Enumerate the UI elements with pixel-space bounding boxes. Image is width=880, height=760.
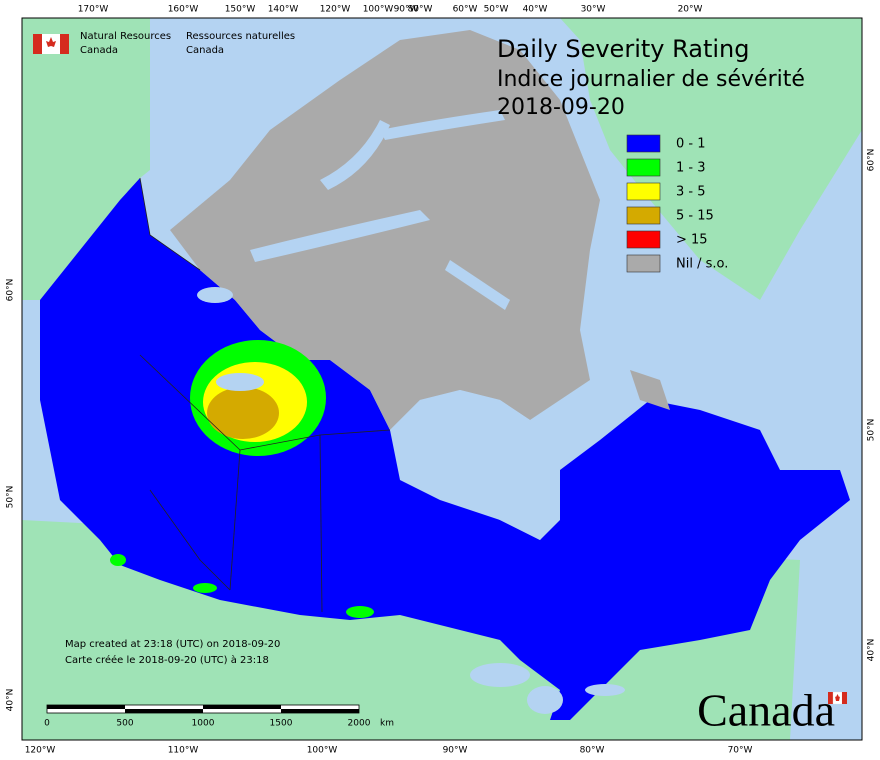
footer-note: Carte créée le 2018-09-20 (UTC) à 23:18: [65, 654, 269, 666]
legend-swatch: [626, 206, 661, 225]
graticule-label: 170°W: [78, 5, 109, 15]
agency-name: Natural Resources: [80, 31, 171, 42]
graticule-label: 60°N: [6, 279, 16, 302]
legend-label: 0 - 1: [676, 137, 706, 152]
subtitle: Indice journalier de sévérité: [497, 67, 805, 92]
great-lakes: [470, 663, 625, 714]
scale-segment: [281, 709, 359, 713]
scale-segment: [203, 705, 281, 709]
graticule-label: 40°N: [867, 639, 877, 662]
legend-label: 3 - 5: [676, 185, 706, 200]
graticule-label: 60°W: [453, 5, 478, 15]
graticule-label: 50°N: [867, 419, 877, 442]
scale-unit: km: [380, 719, 394, 729]
severity-low: [193, 583, 217, 593]
legend-swatch: [626, 254, 661, 273]
date: 2018-09-20: [497, 95, 625, 120]
severity-high: [207, 387, 279, 439]
wordmark: Canada: [697, 685, 835, 736]
agency-logo: [33, 34, 69, 54]
hudson-bay: [390, 390, 560, 540]
graticule-label: 140°W: [268, 5, 299, 15]
scale-label: 0: [44, 719, 50, 729]
labrador-nil: [630, 370, 670, 410]
graticule-label: 40°W: [523, 5, 548, 15]
scale-segment: [47, 705, 125, 709]
legend-label: 5 - 15: [676, 209, 714, 224]
legend-swatch: [626, 134, 661, 153]
agency-name: Canada: [186, 45, 224, 56]
graticule-label: 60°N: [867, 149, 877, 172]
graticule-label: 120°W: [320, 5, 351, 15]
graticule-label: 160°W: [168, 5, 199, 15]
graticule-label: 30°W: [581, 5, 606, 15]
legend-label: > 15: [676, 233, 708, 248]
legend-swatch: [626, 158, 661, 177]
scale-label: 1000: [192, 719, 215, 729]
flag-bar: [33, 34, 42, 54]
footer-note: Map created at 23:18 (UTC) on 2018-09-20: [65, 639, 280, 650]
canada-low: [40, 178, 850, 720]
graticule-label: 110°W: [168, 746, 199, 756]
scale-label: 1500: [270, 719, 293, 729]
graticule-label: 50°W: [484, 5, 509, 15]
graticule-label: 90°W: [443, 746, 468, 756]
borders: [139, 177, 391, 613]
scale-bar: [46, 704, 360, 714]
legend-swatch: [626, 182, 661, 201]
graticule-label: 40°N: [6, 689, 16, 712]
severity-low: [346, 606, 374, 618]
graticule-label: 100°W: [363, 5, 394, 15]
graticule-label: 80°W: [408, 5, 433, 15]
graticule-label: 150°W: [225, 5, 256, 15]
agency-name: Canada: [80, 45, 118, 56]
title: Daily Severity Rating: [497, 35, 749, 63]
flag-bar: [60, 34, 69, 54]
severity-low: [110, 554, 126, 566]
legend-label: Nil / s.o.: [676, 257, 728, 272]
scale-label: 2000: [348, 719, 371, 729]
graticule-label: 20°W: [678, 5, 703, 15]
arctic-channels: [197, 110, 510, 310]
graticule-label: 100°W: [307, 746, 338, 756]
frame-border: [21, 17, 863, 741]
maple-leaf: [46, 37, 56, 47]
graticule-label: 70°W: [728, 746, 753, 756]
scale-segment: [125, 709, 203, 713]
graticule-label: 50°N: [6, 486, 16, 509]
legend-label: 1 - 3: [676, 161, 706, 176]
alaska: [22, 18, 150, 300]
graticule-label: 90°W: [394, 5, 419, 15]
scale-label: 500: [116, 719, 133, 729]
greenland: [560, 18, 862, 300]
legend-swatch: [626, 230, 661, 249]
wordmark-flag: [828, 691, 847, 705]
lake: [216, 373, 264, 391]
graticule-label: 80°W: [580, 746, 605, 756]
graticule-label: 120°W: [25, 746, 56, 756]
map-frame: [21, 17, 863, 741]
agency-name: Ressources naturelles: [186, 31, 295, 42]
